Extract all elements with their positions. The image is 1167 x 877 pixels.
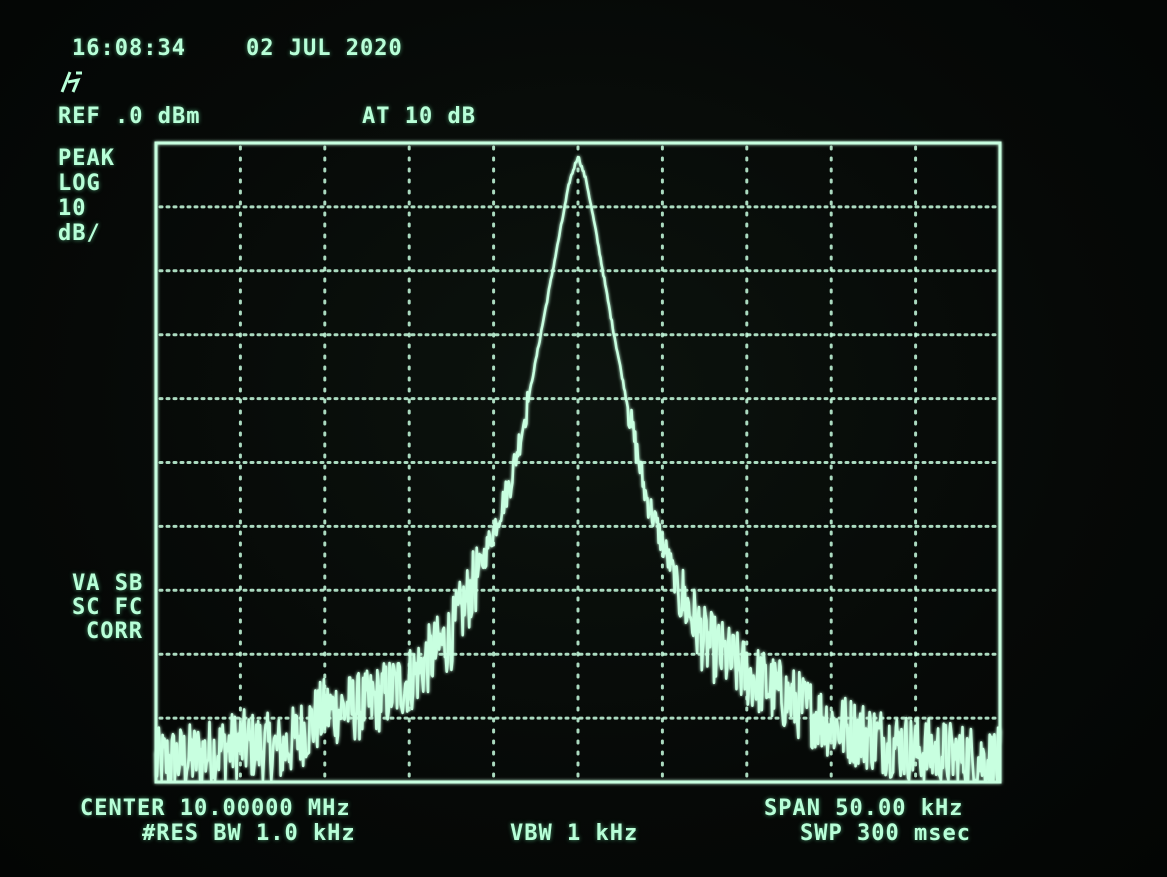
status-flags-1: VA SB xyxy=(72,571,144,596)
time-readout: 16:08:34 xyxy=(72,36,186,61)
scale-value: 10 xyxy=(58,196,87,221)
detector-mode: PEAK xyxy=(58,146,115,171)
hp-logo-icon xyxy=(60,71,82,93)
spectrum-trace xyxy=(154,155,1002,782)
reference-level: REF .0 dBm xyxy=(58,104,201,129)
sweep-time: SWP 300 msec xyxy=(800,821,971,846)
scale-unit: dB/ xyxy=(58,221,101,246)
graticule-frame xyxy=(154,141,1002,784)
status-flags-3: CORR xyxy=(86,619,143,644)
frequency-span: SPAN 50.00 kHz xyxy=(764,796,964,821)
scale-type: LOG xyxy=(58,171,101,196)
resolution-bandwidth: #RES BW 1.0 kHz xyxy=(142,821,356,846)
video-bandwidth: VBW 1 kHz xyxy=(510,821,639,846)
center-frequency: CENTER 10.00000 MHz xyxy=(80,796,351,821)
date-readout: 02 JUL 2020 xyxy=(246,36,403,61)
status-flags-2: SC FC xyxy=(72,595,144,620)
attenuation-readout: AT 10 dB xyxy=(362,104,476,129)
